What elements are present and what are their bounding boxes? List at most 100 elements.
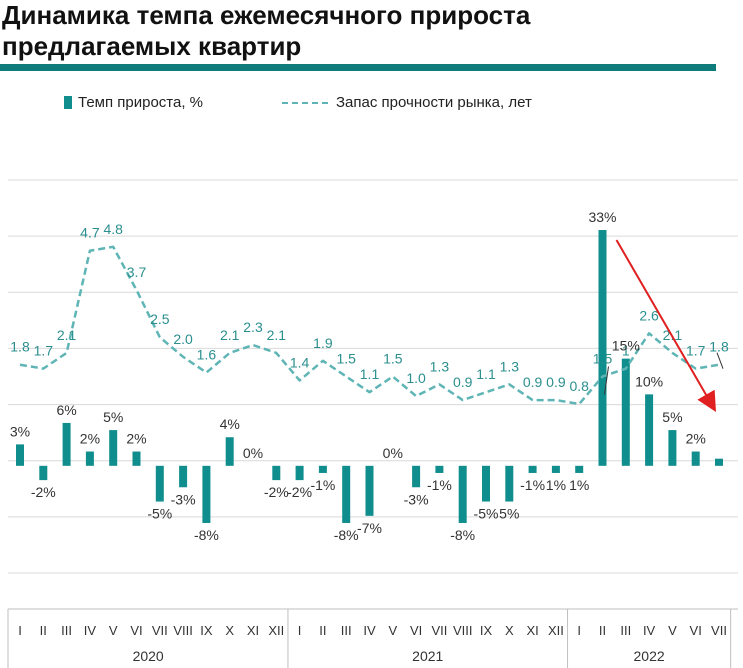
bar xyxy=(575,465,584,473)
legend-bar-label: Темп прироста, % xyxy=(78,94,204,111)
x-tick-label: III xyxy=(61,623,72,638)
x-tick-label: VII xyxy=(152,623,168,638)
x-tick-label: III xyxy=(620,623,631,638)
line-data-label: 3.7 xyxy=(127,264,147,280)
bar-data-label: 5% xyxy=(662,409,682,425)
x-tick-label: XI xyxy=(526,623,538,638)
legend-line-item: Запас прочности рынка, лет xyxy=(282,94,532,111)
line-data-label: 0.8 xyxy=(569,378,589,394)
line-data-label: 1.1 xyxy=(476,366,496,382)
leader-line xyxy=(716,352,724,369)
bar xyxy=(39,465,48,481)
bar xyxy=(528,465,537,473)
x-tick-label: XII xyxy=(268,623,284,638)
legend-bar-swatch xyxy=(64,96,72,109)
x-tick-label: XI xyxy=(247,623,259,638)
bar xyxy=(109,430,118,466)
bar xyxy=(551,465,560,473)
bar-data-label: 3% xyxy=(10,423,30,439)
bar xyxy=(482,465,490,502)
bar xyxy=(458,465,467,523)
bar-data-label: -1% xyxy=(520,477,545,493)
x-tick-label: X xyxy=(225,623,234,638)
bar xyxy=(62,422,71,466)
bar-data-label: 1% xyxy=(569,477,589,493)
bar xyxy=(598,230,607,466)
x-tick-label: II xyxy=(599,623,606,638)
line-data-label: 1.9 xyxy=(313,335,333,351)
line-data-label: 2.6 xyxy=(639,307,659,323)
title-underline xyxy=(0,64,716,71)
trend-arrow xyxy=(615,239,717,412)
leader-line xyxy=(604,366,609,395)
bar-data-label: -2% xyxy=(31,484,56,500)
x-tick-label: VI xyxy=(410,623,422,638)
line-data-label: 1.0 xyxy=(406,370,426,386)
bar xyxy=(412,465,421,488)
bar-data-label: 0% xyxy=(243,445,263,461)
x-tick-label: VI xyxy=(690,623,702,638)
bar xyxy=(155,465,164,502)
bar-data-label: 15% xyxy=(612,338,640,354)
x-tick-label: II xyxy=(40,623,47,638)
bar-data-label: -3% xyxy=(404,491,429,507)
x-tick-label: VII xyxy=(431,623,447,638)
bar-data-label: -3% xyxy=(171,491,196,507)
line-data-label: 2.1 xyxy=(220,327,240,343)
bar xyxy=(202,465,211,523)
bar-data-label: 6% xyxy=(56,402,76,418)
line-data-label: 1.5 xyxy=(336,351,356,367)
bar-data-label: 5% xyxy=(499,506,519,522)
year-label: 2022 xyxy=(634,648,665,664)
line-data-label: 1.7 xyxy=(686,343,706,359)
x-tick-label: XII xyxy=(548,623,564,638)
series-line xyxy=(19,245,720,406)
x-tick-label: II xyxy=(319,623,326,638)
line-data-label: 1.5 xyxy=(593,351,613,367)
legend-line-swatch xyxy=(282,101,328,104)
line-data-label: 4.8 xyxy=(103,221,123,237)
bar xyxy=(715,458,723,466)
legend-bar-item: Темп прироста, % xyxy=(64,94,203,111)
bar-data-label: -8% xyxy=(334,527,359,543)
line-data-label: 2.0 xyxy=(173,331,193,347)
x-tick-label: VII xyxy=(711,623,727,638)
bar xyxy=(505,465,514,502)
bar-data-label: 2% xyxy=(126,431,146,447)
bar-data-label: 0% xyxy=(383,445,403,461)
bar-data-label: -8% xyxy=(450,527,475,543)
x-tick-label: I xyxy=(577,623,581,638)
bar-data-label: -8% xyxy=(194,527,219,543)
x-tick-label: IV xyxy=(643,623,656,638)
x-tick-label: VIII xyxy=(173,623,193,638)
bar-data-label: -1% xyxy=(310,477,335,493)
bar-data-label: 33% xyxy=(588,209,616,225)
bar xyxy=(132,451,141,466)
year-label: 2021 xyxy=(412,648,443,664)
x-tick-label: III xyxy=(341,623,352,638)
bar-data-label: -5% xyxy=(474,506,499,522)
line-data-label: 2.3 xyxy=(243,319,263,335)
x-tick-label: IX xyxy=(480,623,493,638)
x-tick-label: IX xyxy=(200,623,213,638)
bar-data-label: 10% xyxy=(635,373,663,389)
line-data-label: 0.9 xyxy=(523,374,543,390)
line-data-label: 1.7 xyxy=(34,343,54,359)
line-data-label: 1.4 xyxy=(290,354,310,370)
line-data-label: 2.1 xyxy=(267,327,287,343)
bar xyxy=(645,394,654,466)
x-tick-label: V xyxy=(668,623,677,638)
bar xyxy=(85,451,94,466)
line-data-label: 1.5 xyxy=(383,351,403,367)
line-data-label: 0.9 xyxy=(453,374,473,390)
line-data-label: 4.7 xyxy=(80,225,100,241)
year-label: 2020 xyxy=(133,648,164,664)
line-data-label: 1.3 xyxy=(430,358,450,374)
bar-data-label: -2% xyxy=(264,484,289,500)
bar xyxy=(668,430,677,466)
bar-data-label: 2% xyxy=(686,431,706,447)
bar-data-label: 5% xyxy=(103,409,123,425)
x-tick-label: VIII xyxy=(453,623,473,638)
bar xyxy=(435,465,444,473)
